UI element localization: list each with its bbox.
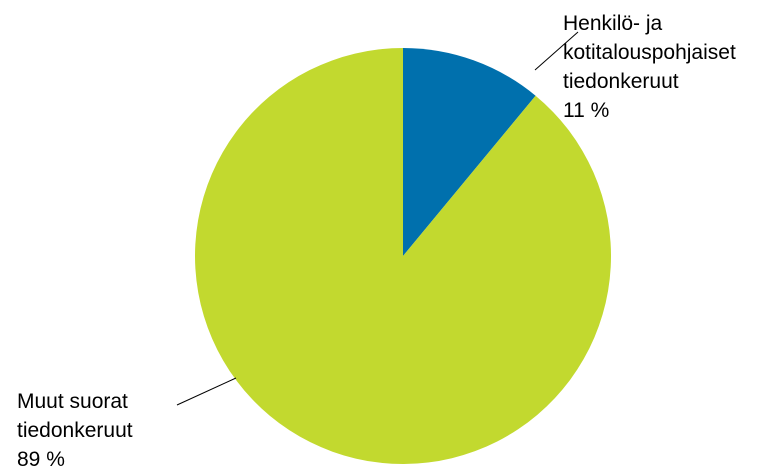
slice-label-henkilo: Henkilö- ja kotitalouspohjaiset tiedonke…	[563, 12, 736, 122]
pie-slices	[194, 48, 612, 464]
leader-line-henkilo	[534, 31, 579, 71]
pie-slice-henkilo	[403, 48, 536, 256]
slice-label-henkilo-line-3: tiedonkeruut	[563, 70, 679, 93]
slice-label-henkilo-line-1: Henkilö- ja	[563, 12, 663, 35]
pie-slice-muut	[194, 48, 612, 464]
slice-label-muut-line-1: Muut suorat	[17, 390, 128, 413]
slice-value-label-muut: 89 %	[17, 448, 65, 471]
slice-label-henkilo-line-2: kotitalouspohjaiset	[563, 41, 736, 64]
leader-line-muut	[176, 377, 237, 406]
slice-label-muut: Muut suorat tiedonkeruut 89 %	[17, 390, 133, 471]
slice-label-muut-line-2: tiedonkeruut	[17, 419, 133, 442]
slice-value-label-henkilo: 11 %	[563, 99, 609, 122]
